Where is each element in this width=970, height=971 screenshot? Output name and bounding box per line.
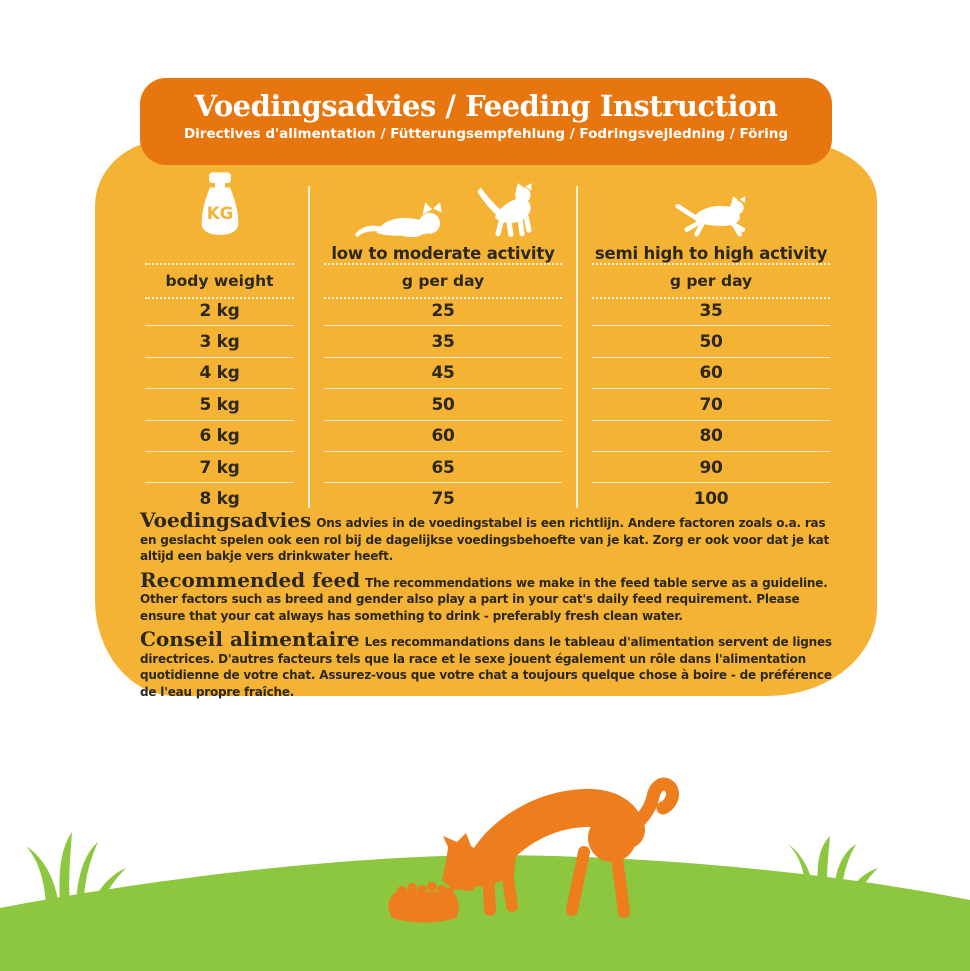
note-heading-english: Recommended feed [140,567,361,592]
low-activity-cell: 50 [309,389,577,421]
low-activity-icon-cell [309,182,577,238]
weight-cell: 5 kg [130,389,309,421]
header-title: Voedingsadvies / Feeding Instruction [194,89,779,123]
food-bowl-icon [388,882,459,923]
running-cat-icon [675,196,746,237]
feeding-table: KG [130,172,845,515]
note-text-french: Les recommandations dans le tableau d'al… [140,635,832,699]
subheader-g-per-day-low: g per day [324,263,562,299]
header-subtitle: Directives d'alimentation / Fütterungsem… [183,126,789,142]
eating-cat-icon [442,777,680,918]
activity-label-low: low to moderate activity [331,244,555,263]
weight-cell: 2 kg [130,295,309,327]
weight-cell: 3 kg [130,326,309,359]
low-activity-cell: 25 [309,295,577,327]
low-activity-cell: 60 [309,421,577,453]
note-french: Conseil alimentaire Les recommandations d… [140,629,834,700]
grass-tuft-left [26,832,142,914]
weight-cell: 6 kg [130,421,309,453]
note-text-english: The recommendations we make in the feed … [140,575,828,623]
header-banner: Voedingsadvies / Feeding Instruction Dir… [140,78,832,165]
weight-cell: 7 kg [130,452,309,484]
walking-cat-icon [477,183,532,238]
subheader-body-weight: body weight [145,263,294,299]
high-activity-cell: 70 [577,389,845,421]
note-text-dutch: Ons advies in de voedingstabel is een ri… [140,516,830,563]
weight-cell: 4 kg [130,358,309,390]
grass-scene [0,777,970,971]
high-activity-cell: 50 [577,326,845,359]
high-activity-cell: 35 [577,295,845,327]
column-divider-2 [576,186,578,508]
activity-label-high: semi high to high activity [594,244,828,263]
high-activity-cell: 90 [577,452,845,484]
lying-cat-icon [354,202,442,238]
note-heading-dutch: Voedingsadvies [140,508,312,532]
low-activity-cell: 65 [309,452,577,484]
weight-cell: 8 kg [199,489,240,510]
kg-label: KG [206,204,233,223]
low-activity-cell: 35 [309,326,577,359]
low-activity-cell: 75 [431,489,455,510]
note-heading-french: Conseil alimentaire [140,627,360,651]
note-dutch: Voedingsadvies Ons advies in de voedingst… [140,510,834,565]
high-activity-cell: 100 [693,489,729,510]
high-activity-cell: 80 [577,421,845,453]
high-activity-icon-cell [577,182,845,238]
high-activity-cell: 60 [577,358,845,390]
low-activity-cell: 45 [309,358,577,390]
feeding-notes: Voedingsadvies Ons advies in de voedingst… [140,510,834,707]
weight-kg-icon: KG [201,172,238,235]
subheader-g-per-day-high: g per day [592,263,830,299]
note-english: Recommended feed The recommendations we m… [140,570,834,625]
grass-tuft-right [788,836,882,906]
activity-label-empty [130,238,309,263]
body-weight-icon-cell: KG [130,172,309,238]
column-divider-1 [308,186,310,508]
